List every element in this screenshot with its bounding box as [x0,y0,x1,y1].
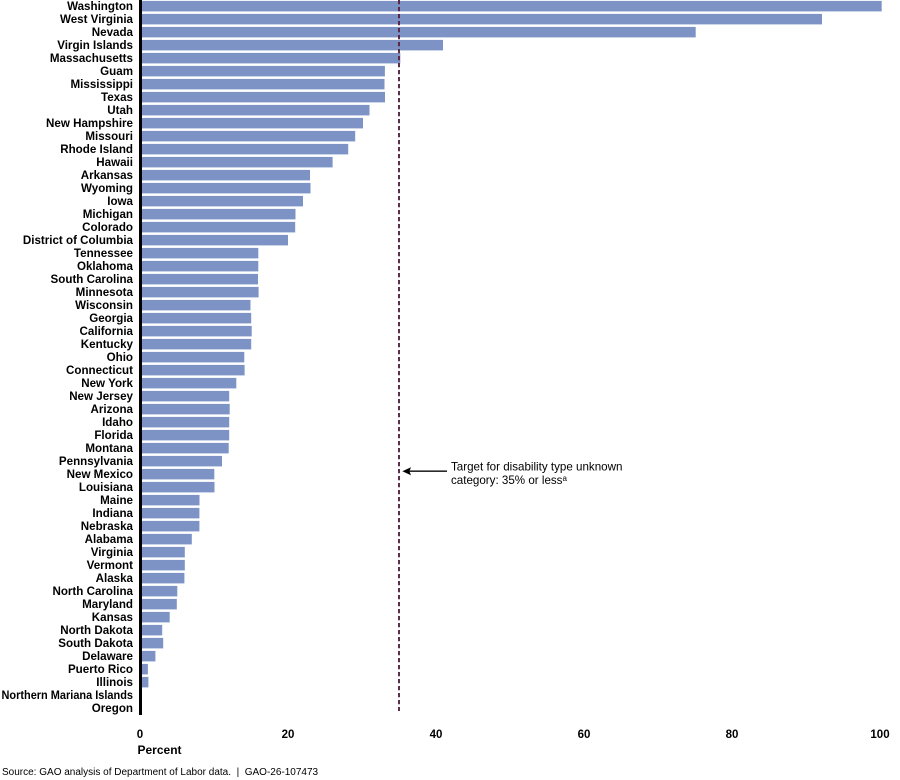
svg-text:Virginia: Virginia [91,546,134,559]
svg-text:Washington: Washington [67,0,133,13]
svg-text:Connecticut: Connecticut [66,364,133,377]
svg-text:New Mexico: New Mexico [67,468,133,481]
svg-text:Wisconsin: Wisconsin [75,299,133,312]
svg-text:100: 100 [870,729,889,741]
svg-text:Guam: Guam [100,65,133,78]
svg-text:Indiana: Indiana [92,507,133,520]
svg-text:Montana: Montana [85,442,133,455]
svg-text:0: 0 [137,729,143,741]
svg-text:Kansas: Kansas [92,611,133,624]
svg-text:Northern Mariana Islands: Northern Mariana Islands [2,689,134,702]
svg-text:Rhode Island: Rhode Island [60,143,133,156]
svg-text:Source: GAO analysis of Depart: Source: GAO analysis of Department of La… [2,767,319,778]
svg-text:Utah: Utah [107,104,133,117]
svg-text:South Dakota: South Dakota [58,637,133,650]
svg-text:Alabama: Alabama [85,533,134,546]
svg-text:Nebraska: Nebraska [81,520,134,533]
svg-text:West Virginia: West Virginia [60,13,134,26]
svg-text:California: California [80,325,134,338]
svg-text:Minnesota: Minnesota [76,286,134,299]
svg-text:North Carolina: North Carolina [52,585,133,598]
svg-text:Kentucky: Kentucky [81,338,134,351]
svg-text:District of Columbia: District of Columbia [23,234,134,247]
svg-text:Mississippi: Mississippi [71,78,134,91]
svg-text:category: 35% or lessa: category: 35% or lessa [451,474,567,487]
svg-text:Vermont: Vermont [87,559,134,572]
svg-text:Nevada: Nevada [92,26,134,39]
svg-text:20: 20 [282,729,295,741]
svg-text:Pennsylvania: Pennsylvania [59,455,134,468]
svg-text:Massachusetts: Massachusetts [50,52,133,65]
svg-text:Louisiana: Louisiana [79,481,134,494]
svg-text:Virgin Islands: Virgin Islands [57,39,133,52]
svg-text:Oklahoma: Oklahoma [77,260,134,273]
svg-text:New Jersey: New Jersey [69,390,133,403]
svg-text:Colorado: Colorado [82,221,133,234]
svg-text:40: 40 [430,729,443,741]
svg-text:South Carolina: South Carolina [51,273,134,286]
svg-text:New York: New York [81,377,133,390]
svg-text:Target for disability type unk: Target for disability type unknown [451,461,622,474]
svg-text:New Hampshire: New Hampshire [46,117,134,130]
svg-text:Tennessee: Tennessee [74,247,134,260]
svg-text:Michigan: Michigan [83,208,133,221]
svg-text:Georgia: Georgia [89,312,133,325]
svg-text:North Dakota: North Dakota [60,624,133,637]
svg-text:Maryland: Maryland [82,598,133,611]
svg-text:80: 80 [726,729,739,741]
svg-text:Delaware: Delaware [82,650,133,663]
svg-text:Arkansas: Arkansas [81,169,133,182]
svg-text:Percent: Percent [138,743,182,757]
svg-text:Ohio: Ohio [107,351,133,364]
svg-text:Oregon: Oregon [92,702,133,715]
svg-text:Florida: Florida [94,429,133,442]
svg-text:Maine: Maine [100,494,133,507]
svg-text:Hawaii: Hawaii [96,156,133,169]
svg-text:Arizona: Arizona [90,403,133,416]
svg-text:Idaho: Idaho [102,416,133,429]
svg-text:Missouri: Missouri [85,130,133,143]
svg-text:Puerto Rico: Puerto Rico [68,663,133,676]
svg-text:Illinois: Illinois [96,676,133,689]
svg-text:Alaska: Alaska [96,572,134,585]
svg-text:Wyoming: Wyoming [81,182,133,195]
svg-text:60: 60 [578,729,591,741]
svg-text:Texas: Texas [101,91,133,104]
svg-text:Iowa: Iowa [107,195,133,208]
